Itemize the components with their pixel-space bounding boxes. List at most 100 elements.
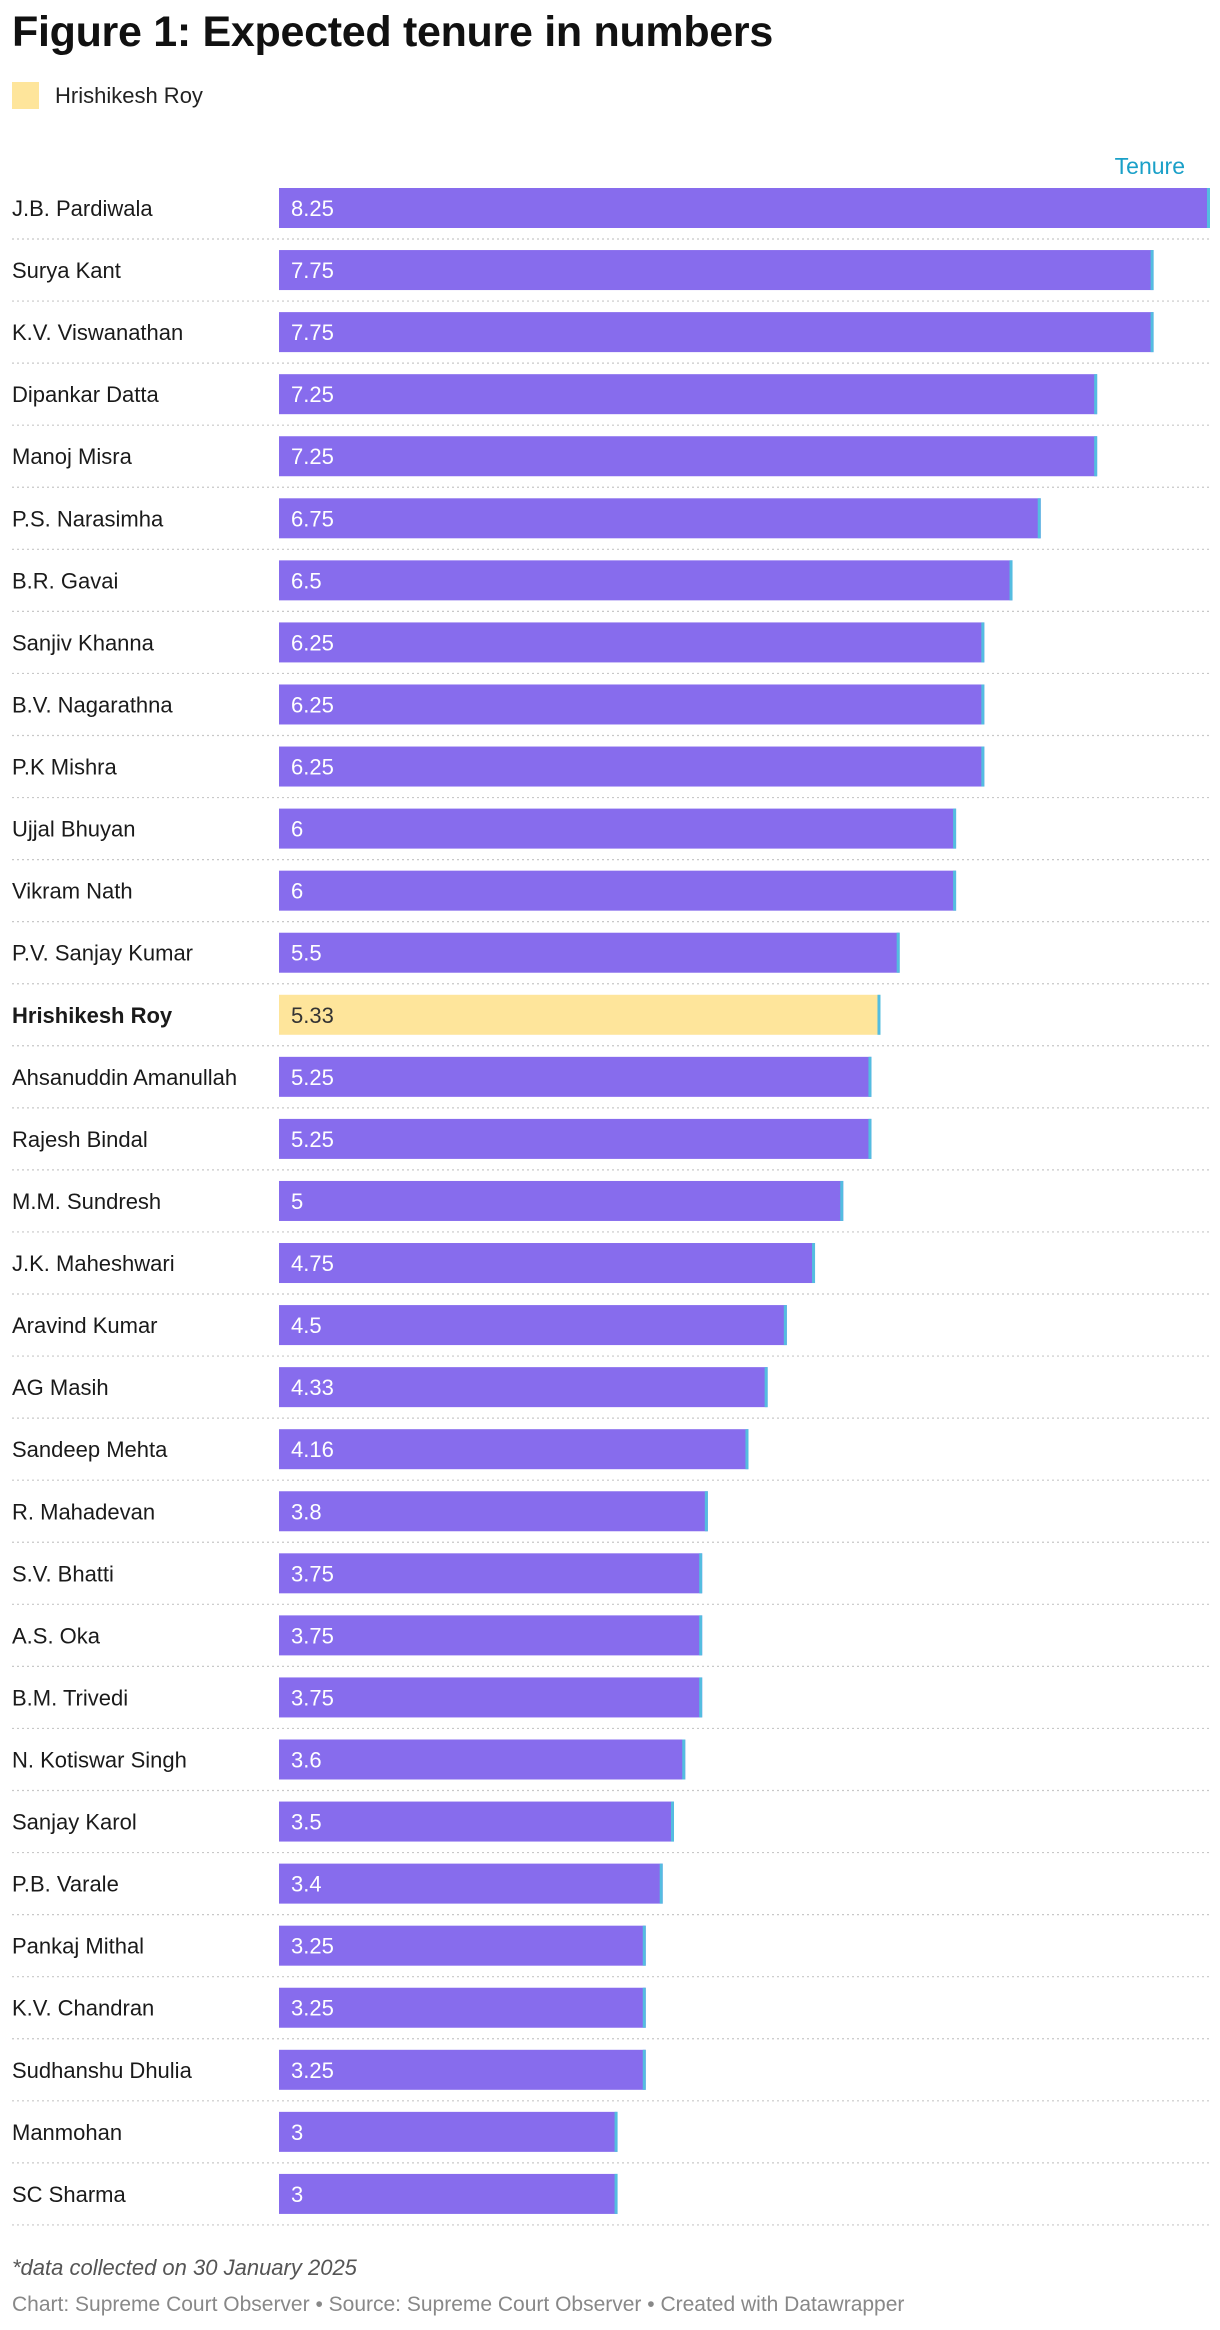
bar [279, 684, 985, 725]
bar-end-marker [953, 870, 957, 911]
value-label: 6.25 [291, 630, 334, 655]
bar [279, 1615, 703, 1656]
value-label: 7.75 [291, 258, 334, 283]
legend-label-highlight: Hrishikesh Roy [55, 82, 203, 108]
bar-row: P.K Mishra 6.25 [12, 746, 1210, 799]
bar-row: B.M. Trivedi 3.75 [12, 1677, 1210, 1730]
bar-end-marker [1037, 498, 1041, 539]
bar-end-marker [1094, 374, 1098, 415]
bar-end-marker [682, 1739, 686, 1780]
value-label: 6.5 [291, 568, 322, 593]
bar-end-marker [1207, 188, 1210, 228]
category-label: Surya Kant [12, 258, 121, 283]
bar-row: Hrishikesh Roy 5.33 [12, 994, 1210, 1047]
bar-row: Sudhanshu Dhulia 3.25 [12, 2049, 1210, 2102]
value-label: 8.25 [291, 196, 334, 221]
category-label: B.R. Gavai [12, 568, 118, 593]
bar-row: A.S. Oka 3.75 [12, 1615, 1210, 1667]
bar-end-marker [699, 1677, 703, 1718]
bar-row: P.S. Narasimha 6.75 [12, 498, 1210, 550]
bar-row: P.V. Sanjay Kumar 5.5 [12, 932, 1210, 985]
bar-row: K.V. Viswanathan 7.75 [12, 312, 1210, 364]
bar-end-marker [614, 2111, 618, 2152]
bar-row: R. Mahadevan 3.8 [12, 1491, 1210, 1543]
category-label: SC Sharma [12, 2182, 126, 2207]
bar [279, 2049, 646, 2090]
legend-swatch-highlight [12, 82, 39, 109]
column-header-tenure: Tenure [1114, 153, 1185, 179]
bar [279, 746, 985, 787]
category-label: P.K Mishra [12, 755, 118, 780]
bar [279, 1987, 646, 2028]
bar [279, 560, 1013, 601]
legend: Hrishikesh Roy [12, 82, 203, 109]
credits: Chart: Supreme Court Observer • Source: … [12, 2293, 905, 2316]
bar [279, 312, 1154, 353]
bar-row: Sandeep Mehta 4.16 [12, 1429, 1210, 1481]
value-label: 4.33 [291, 1375, 334, 1400]
bar [279, 436, 1098, 477]
bar-end-marker [699, 1553, 703, 1594]
bar-end-marker [614, 2173, 618, 2214]
bar-row: S.V. Bhatti 3.75 [12, 1553, 1210, 1605]
bar-row: K.V. Chandran 3.25 [12, 1987, 1210, 2040]
category-label: M.M. Sundresh [12, 1189, 161, 1214]
bar-row: Vikram Nath 6 [12, 870, 1210, 923]
bar-row: B.R. Gavai 6.5 [12, 560, 1210, 612]
bar-end-marker [642, 2049, 646, 2090]
value-label: 3.25 [291, 2058, 334, 2083]
bar-end-marker [670, 1801, 674, 1842]
value-label: 3.75 [291, 1685, 334, 1710]
bar [279, 1553, 703, 1594]
bar-end-marker [642, 1987, 646, 2028]
bar [279, 870, 957, 911]
bar-end-marker [868, 1056, 872, 1097]
bar [279, 1180, 844, 1221]
bar [279, 1056, 872, 1097]
bar-end-marker [868, 1118, 872, 1159]
category-label: Vikram Nath [12, 879, 133, 904]
bar-row: Manmohan 3 [12, 2111, 1210, 2164]
category-label: Sudhanshu Dhulia [12, 2058, 193, 2083]
bar [279, 1429, 749, 1470]
bar-end-marker [1150, 250, 1154, 291]
value-label: 3 [291, 2182, 303, 2207]
bar [279, 1801, 674, 1842]
category-label: Dipankar Datta [12, 382, 160, 407]
category-label: Pankaj Mithal [12, 1934, 144, 1959]
bar-row: Sanjiv Khanna 6.25 [12, 622, 1210, 675]
category-label: R. Mahadevan [12, 1499, 155, 1524]
bar [279, 622, 985, 663]
bar-end-marker [1150, 312, 1154, 353]
category-label: K.V. Chandran [12, 1996, 154, 2021]
value-label: 7.25 [291, 382, 334, 407]
category-label: AG Masih [12, 1375, 109, 1400]
bar [279, 932, 900, 973]
value-label: 6 [291, 879, 303, 904]
value-label: 3.25 [291, 1934, 334, 1959]
value-label: 3.6 [291, 1748, 322, 1773]
value-label: 3.75 [291, 1561, 334, 1586]
bar [279, 1739, 686, 1780]
category-label: Sandeep Mehta [12, 1437, 168, 1462]
bar-row: Rajesh Bindal 5.25 [12, 1118, 1210, 1171]
category-label: Manoj Misra [12, 444, 133, 469]
bar-end-marker [642, 1925, 646, 1966]
category-label: Aravind Kumar [12, 1313, 158, 1338]
bar [279, 188, 1210, 228]
value-label: 6.75 [291, 506, 334, 531]
bar-end-marker [840, 1180, 844, 1221]
category-label: Sanjay Karol [12, 1810, 137, 1835]
value-label: 7.75 [291, 320, 334, 345]
bar-end-marker [659, 1863, 663, 1904]
bar-end-marker [1009, 560, 1013, 601]
value-label: 6 [291, 817, 303, 842]
value-label: 4.16 [291, 1437, 334, 1462]
bar-row: Dipankar Datta 7.25 [12, 374, 1210, 426]
category-label: S.V. Bhatti [12, 1561, 114, 1586]
category-label: N. Kotiswar Singh [12, 1748, 187, 1773]
category-label: Ujjal Bhuyan [12, 817, 136, 842]
bar [279, 1863, 663, 1904]
bar-end-marker [745, 1429, 749, 1470]
